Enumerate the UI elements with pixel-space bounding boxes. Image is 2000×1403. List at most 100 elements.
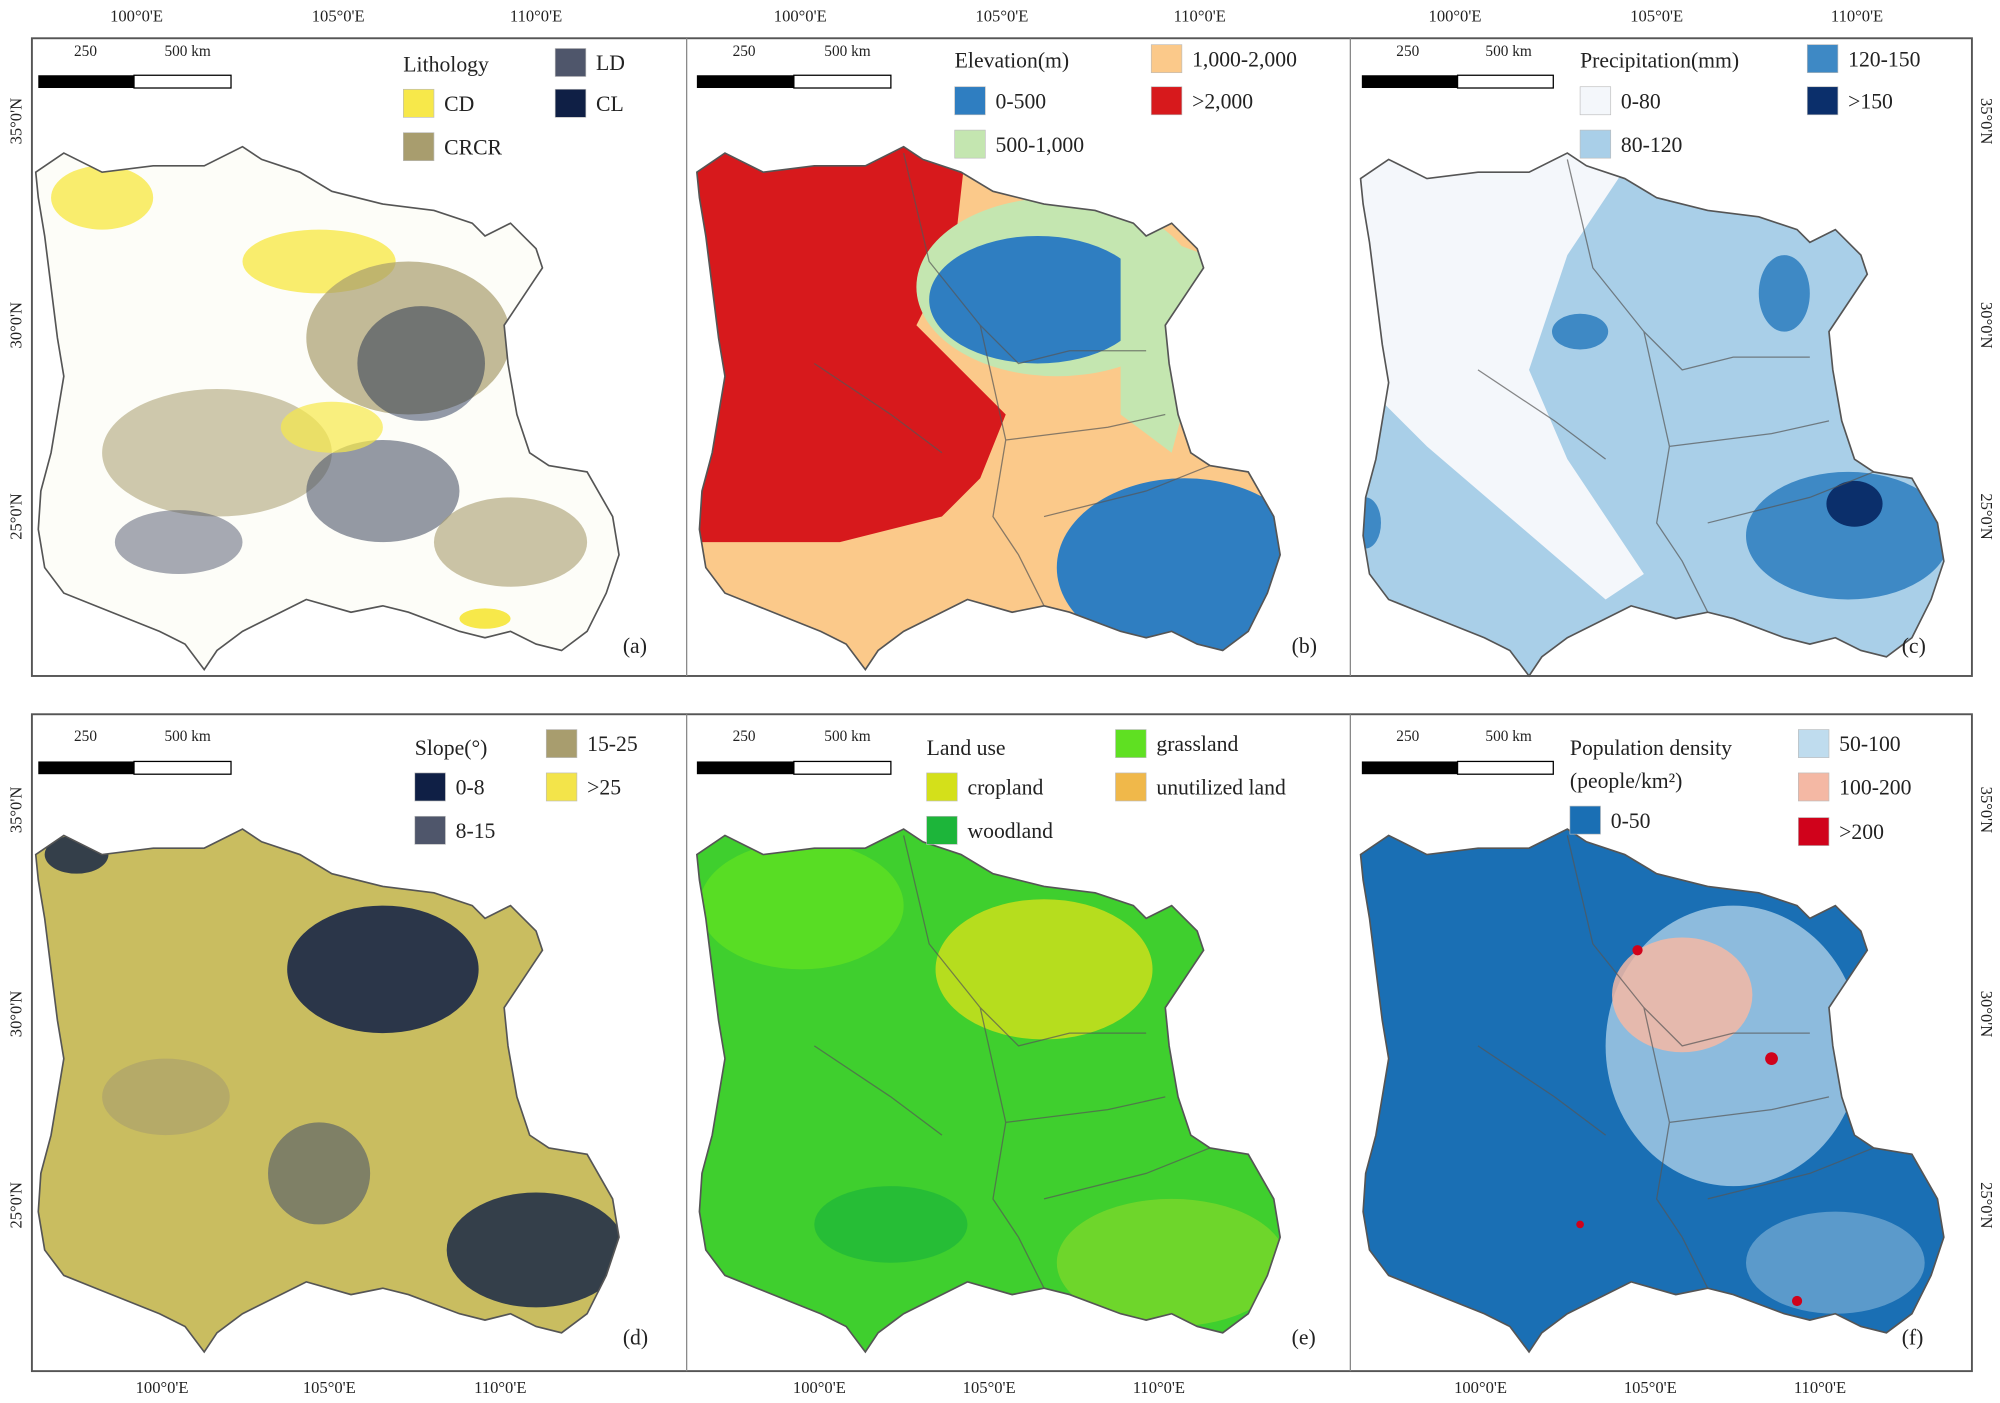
scale-label-end: 500 km: [164, 43, 210, 60]
lon-label: 100°0'E: [1454, 1378, 1507, 1397]
lon-label: 100°0'E: [136, 1378, 189, 1397]
map-population-density: [1359, 828, 1945, 1353]
scale-label-end: 500 km: [1485, 728, 1531, 745]
panel-label: (a): [623, 634, 647, 658]
panel-label: (b): [1292, 634, 1317, 658]
legend-swatch: [554, 48, 587, 77]
legend-title: Slope(°): [415, 736, 488, 760]
lon-label: 105°0'E: [975, 7, 1028, 26]
lat-label: 25°0'N: [1977, 493, 1996, 539]
scale-label-end: 500 km: [824, 43, 870, 60]
legend-swatch: [1579, 86, 1612, 116]
legend-swatch: [545, 729, 578, 758]
map-slope: [34, 828, 620, 1353]
legend-title: Precipitation(mm): [1580, 49, 1739, 73]
lat-axis-left: 35°0'N 30°0'N 25°0'N 35°0'N 30°0'N 25°0'…: [7, 98, 26, 1229]
legend-e: Land use grassland cropland unutilized land…: [926, 729, 1286, 845]
legend-f: Population density (people/km²) 50-100 100-…: [1569, 729, 1912, 846]
lat-label: 30°0'N: [1977, 302, 1996, 348]
bottom-row-frame: [30, 713, 1973, 1373]
scale-bar: 250 500 km: [696, 43, 892, 89]
legend-c: Precipitation(mm) 120-150 0-80 >150 80-120: [1579, 44, 1921, 159]
legend-swatch: [954, 129, 986, 159]
legend-item-label: CD: [444, 92, 474, 116]
scale-label-mid: 250: [1396, 728, 1419, 745]
legend-item-label: 0-50: [1611, 809, 1651, 833]
legend-item-label: 0-8: [456, 776, 485, 800]
panel-label: (d): [623, 1325, 648, 1349]
lon-label: 110°0'E: [1174, 7, 1226, 26]
lon-label: 100°0'E: [793, 1378, 846, 1397]
legend-item-label: 0-500: [996, 89, 1047, 113]
legend-item-label: >2,000: [1192, 89, 1253, 113]
legend-item-label: >25: [587, 776, 621, 800]
legend-title: Population density: [1570, 736, 1732, 760]
scale-bar: 250 500 km: [38, 43, 232, 89]
legend-item-label: >200: [1839, 820, 1884, 844]
legend-item-label: CRCR: [444, 135, 502, 159]
legend-swatch: [414, 815, 446, 845]
lon-label: 105°0'E: [1624, 1378, 1677, 1397]
scale-label-end: 500 km: [164, 728, 210, 745]
legend-swatch: [1150, 44, 1183, 74]
legend-swatch: [1798, 817, 1830, 846]
legend-b: Elevation(m) 1,000-2,000 0-500 >2,000 500-1,…: [954, 44, 1297, 159]
legend-item-label: 8-15: [456, 819, 496, 843]
lon-label: 110°0'E: [1794, 1378, 1846, 1397]
scale-label-mid: 250: [733, 728, 756, 745]
legend-item-label: LD: [596, 51, 625, 75]
legend-swatch: [1115, 729, 1147, 758]
scale-label-mid: 250: [1396, 43, 1419, 60]
legend-swatch: [926, 815, 958, 845]
lat-label: 35°0'N: [7, 98, 26, 144]
lon-label: 110°0'E: [1831, 7, 1883, 26]
legend-swatch: [954, 86, 986, 116]
legend-swatch: [926, 772, 958, 802]
legend-swatch: [414, 772, 446, 802]
lat-label: 25°0'N: [7, 493, 26, 539]
legend-swatch: [1798, 772, 1830, 802]
scale-label-mid: 250: [733, 43, 756, 60]
legend-item-label: CL: [596, 92, 624, 116]
legend-swatch: [402, 88, 435, 118]
panel-label: (c): [1902, 634, 1926, 658]
lat-label: 35°0'N: [1977, 98, 1996, 144]
scale-label-mid: 250: [74, 43, 97, 60]
lat-label: 30°0'N: [1977, 991, 1996, 1037]
lon-label: 100°0'E: [110, 7, 163, 26]
legend-swatch: [545, 772, 578, 802]
legend-swatch: [402, 132, 435, 162]
lon-label: 105°0'E: [963, 1378, 1016, 1397]
scale-bar: 250 500 km: [38, 728, 232, 775]
lon-label: 110°0'E: [1133, 1378, 1185, 1397]
lon-label: 100°0'E: [1429, 7, 1482, 26]
legend-title: Land use: [927, 736, 1006, 760]
lat-label: 25°0'N: [7, 1182, 26, 1228]
legend-swatch: [1569, 805, 1601, 835]
panel-label: (e): [1292, 1325, 1316, 1349]
map-lithology: [34, 145, 620, 671]
map-elevation: [696, 145, 1281, 671]
legend-item-label: 15-25: [587, 732, 638, 756]
panel-label: (f): [1902, 1325, 1924, 1349]
legend-swatch: [1806, 44, 1839, 74]
lon-label: 110°0'E: [510, 7, 562, 26]
legend-item-label: woodland: [967, 819, 1053, 843]
lon-label: 105°0'E: [303, 1378, 356, 1397]
legend-title: Elevation(m): [955, 49, 1069, 73]
lat-label: 35°0'N: [1977, 787, 1996, 833]
legend-swatch: [1806, 86, 1839, 116]
lon-axis-top: 100°0'E 105°0'E 110°0'E 100°0'E 105°0'E …: [110, 7, 1883, 26]
legend-item-label: unutilized land: [1156, 776, 1286, 800]
lon-label: 105°0'E: [1630, 7, 1683, 26]
legend-item-label: 100-200: [1839, 776, 1911, 800]
legend-d: Slope(°) 15-25 0-8 >25 8-15: [414, 729, 638, 845]
scale-bar: 250 500 km: [1361, 43, 1554, 89]
lat-axis-right: 35°0'N 30°0'N 25°0'N 35°0'N 30°0'N 25°0'…: [1977, 98, 1996, 1229]
lat-label: 25°0'N: [1977, 1182, 1996, 1228]
legend-item-label: 120-150: [1848, 47, 1920, 71]
legend-subtitle: (people/km²): [1570, 769, 1683, 793]
legends: Lithology LD CD CL CRCR Elevation(m) 1,000-2,0…: [402, 44, 1921, 846]
lat-label: 35°0'N: [7, 787, 26, 833]
